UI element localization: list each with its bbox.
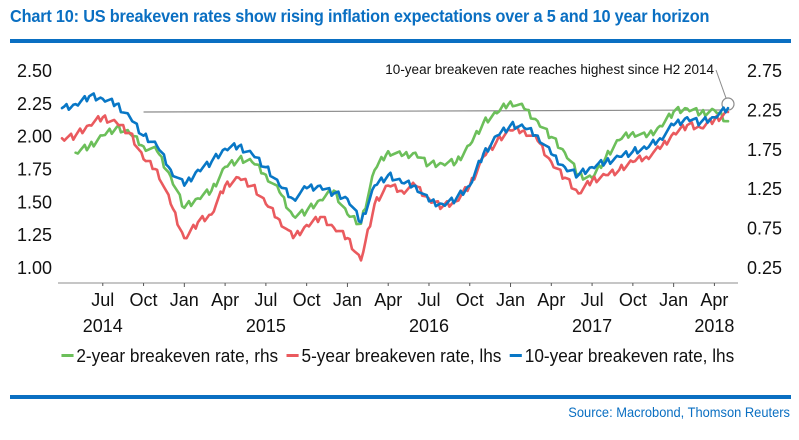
x-axis: Jul 2014 Oct Jan Apr Jul 2015 Oct Jan Apr Jul 2016 O… <box>83 283 734 336</box>
annotation-text: 10-year breakeven rate reaches highest s… <box>385 62 714 77</box>
x-tick-month-label: Jan <box>659 290 688 310</box>
y-left-tick-label: 2.00 <box>17 127 52 147</box>
x-tick-month-label: Apr <box>537 290 565 310</box>
y-right-tick-label: 1.25 <box>747 179 782 199</box>
legend-label-5y: 5-year breakeven rate, lhs <box>301 345 502 366</box>
legend: 2-year breakeven rate, rhs 5-year breake… <box>0 345 799 367</box>
y-right-tick-label: 2.75 <box>747 61 782 81</box>
annotation-leader-line <box>715 69 727 99</box>
legend-label-2y: 2-year breakeven rate, rhs <box>76 345 278 366</box>
x-tick-month-label: Jan <box>170 290 199 310</box>
x-tick-month-label: Apr <box>700 290 728 310</box>
y-left-tick-label: 2.25 <box>17 94 52 114</box>
x-tick-year-label: 2018 <box>694 316 734 336</box>
legend-label-10y: 10-year breakeven rate, lhs <box>524 345 735 366</box>
x-tick-month-label: Jan <box>333 290 362 310</box>
legend-item-2y: 2-year breakeven rate, rhs <box>61 345 278 367</box>
y-right-tick-label: 0.75 <box>747 219 782 239</box>
title-divider <box>10 39 791 43</box>
x-tick-month-label: Jul <box>254 290 277 310</box>
x-tick-year-label: 2017 <box>572 316 612 336</box>
y-right-tick-label: 1.75 <box>747 140 782 160</box>
x-tick-month-label: Oct <box>456 290 484 310</box>
x-tick-month-label: Apr <box>211 290 239 310</box>
chart-title: Chart 10: US breakeven rates show rising… <box>10 6 710 26</box>
y-right-tick-label: 0.25 <box>747 258 782 278</box>
legend-swatch-2y <box>61 353 74 357</box>
x-tick-month-label: Jul <box>581 290 604 310</box>
x-tick-year-label: 2016 <box>409 316 449 336</box>
x-tick-year-label: 2014 <box>83 316 123 336</box>
y-axis-right: 2.75 2.25 1.75 1.25 0.75 0.25 <box>747 61 782 278</box>
y-left-tick-label: 2.50 <box>17 61 52 81</box>
y-left-tick-label: 1.75 <box>17 160 52 180</box>
y-axis-left: 2.50 2.25 2.00 1.75 1.50 1.25 1.00 <box>17 61 52 278</box>
footer-divider <box>10 395 791 399</box>
reference-line <box>143 109 725 113</box>
x-tick-month-label: Oct <box>619 290 647 310</box>
series-10y-line <box>60 92 730 224</box>
series-group <box>60 92 730 262</box>
y-left-tick-label: 1.50 <box>17 192 52 212</box>
legend-item-10y: 10-year breakeven rate, lhs <box>509 345 735 367</box>
x-tick-month-label: Jul <box>91 290 114 310</box>
y-left-tick-label: 1.25 <box>17 225 52 245</box>
x-tick-month-label: Oct <box>293 290 321 310</box>
legend-swatch-5y <box>286 353 299 357</box>
x-tick-month-label: Jul <box>417 290 440 310</box>
x-tick-month-label: Jan <box>496 290 525 310</box>
series-2y-line <box>74 100 730 226</box>
series-5y-line <box>60 110 730 262</box>
legend-swatch-10y <box>509 353 522 357</box>
x-tick-month-label: Oct <box>130 290 158 310</box>
x-tick-year-label: 2015 <box>246 316 286 336</box>
annotation-group: 10-year breakeven rate reaches highest s… <box>143 62 735 113</box>
y-left-tick-label: 1.00 <box>17 258 52 278</box>
y-right-tick-label: 2.25 <box>747 100 782 120</box>
legend-item-5y: 5-year breakeven rate, lhs <box>286 345 501 367</box>
source-note: Source: Macrobond, Thomson Reuters <box>568 404 790 420</box>
x-tick-month-label: Apr <box>374 290 402 310</box>
